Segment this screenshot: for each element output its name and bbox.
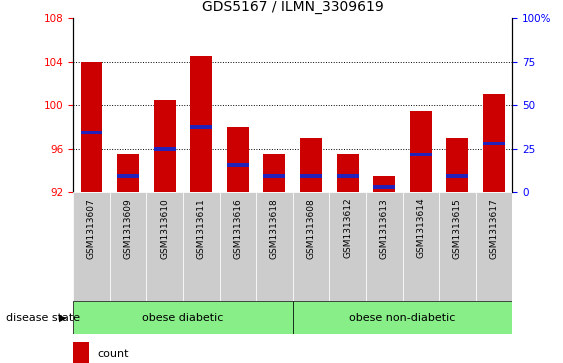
Bar — [293, 301, 512, 334]
Bar — [81, 62, 102, 192]
Text: obese non-diabetic: obese non-diabetic — [350, 313, 455, 323]
Text: count: count — [97, 348, 129, 359]
Text: GSM1313613: GSM1313613 — [380, 198, 388, 258]
Bar — [446, 138, 468, 192]
FancyBboxPatch shape — [476, 192, 512, 301]
FancyBboxPatch shape — [366, 192, 403, 301]
Bar — [373, 185, 395, 189]
Text: GSM1313611: GSM1313611 — [197, 198, 205, 258]
Bar — [117, 154, 139, 192]
Bar — [300, 138, 322, 192]
Text: GSM1313609: GSM1313609 — [124, 198, 132, 258]
Bar — [410, 111, 432, 192]
FancyBboxPatch shape — [293, 192, 329, 301]
FancyBboxPatch shape — [110, 192, 146, 301]
Bar — [446, 174, 468, 178]
Text: GSM1313610: GSM1313610 — [160, 198, 169, 258]
Bar — [337, 174, 359, 178]
Bar — [154, 100, 176, 192]
Bar — [227, 163, 249, 167]
Bar — [73, 301, 293, 334]
Text: GSM1313614: GSM1313614 — [417, 198, 425, 258]
Text: GSM1313616: GSM1313616 — [234, 198, 242, 258]
Text: GSM1313615: GSM1313615 — [453, 198, 462, 258]
Bar — [263, 154, 285, 192]
Bar — [483, 94, 505, 192]
Text: GSM1313608: GSM1313608 — [307, 198, 315, 258]
FancyBboxPatch shape — [220, 192, 256, 301]
Bar — [263, 174, 285, 178]
Bar — [73, 342, 88, 363]
FancyBboxPatch shape — [146, 192, 183, 301]
Bar — [337, 154, 359, 192]
Bar — [190, 56, 212, 192]
FancyBboxPatch shape — [256, 192, 293, 301]
FancyBboxPatch shape — [183, 192, 220, 301]
Text: GSM1313618: GSM1313618 — [270, 198, 279, 258]
Bar — [117, 174, 139, 178]
Text: disease state: disease state — [6, 313, 80, 323]
Text: GSM1313617: GSM1313617 — [490, 198, 498, 258]
FancyBboxPatch shape — [403, 192, 439, 301]
Bar — [154, 147, 176, 151]
Text: ▶: ▶ — [59, 313, 66, 323]
Bar — [300, 174, 322, 178]
Bar — [227, 127, 249, 192]
Text: GSM1313607: GSM1313607 — [87, 198, 96, 258]
FancyBboxPatch shape — [439, 192, 476, 301]
Bar — [410, 152, 432, 156]
Bar — [81, 131, 102, 134]
Bar — [373, 176, 395, 192]
Title: GDS5167 / ILMN_3309619: GDS5167 / ILMN_3309619 — [202, 0, 383, 15]
Text: GSM1313612: GSM1313612 — [343, 198, 352, 258]
FancyBboxPatch shape — [73, 192, 110, 301]
Bar — [483, 142, 505, 145]
FancyBboxPatch shape — [329, 192, 366, 301]
Bar — [190, 125, 212, 129]
Text: obese diabetic: obese diabetic — [142, 313, 224, 323]
